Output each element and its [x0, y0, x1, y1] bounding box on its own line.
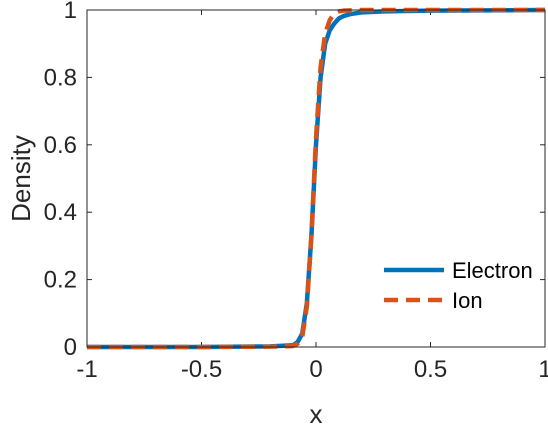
legend-label-electron: Electron [452, 258, 533, 283]
y-tick-label: 0.2 [44, 267, 77, 294]
legend-label-ion: Ion [452, 288, 483, 313]
x-tick-label: 0.5 [414, 356, 447, 383]
y-tick-label: 0 [64, 334, 77, 361]
x-tick-label: -0.5 [181, 356, 222, 383]
x-tick-label: 0 [309, 356, 322, 383]
x-axis-ticks: -1 -0.5 0 0.5 1 [76, 10, 548, 383]
x-tick-label: 1 [538, 356, 548, 383]
y-tick-label: 0.4 [44, 199, 77, 226]
y-tick-label: 1 [64, 0, 77, 24]
legend: Electron Ion [384, 258, 533, 313]
x-axis-label: x [310, 399, 323, 428]
axes-box [86, 9, 546, 348]
y-axis-label: Density [6, 135, 36, 222]
y-tick-label: 0.6 [44, 132, 77, 159]
x-tick-label: -1 [76, 356, 97, 383]
y-tick-label: 0.8 [44, 64, 77, 91]
